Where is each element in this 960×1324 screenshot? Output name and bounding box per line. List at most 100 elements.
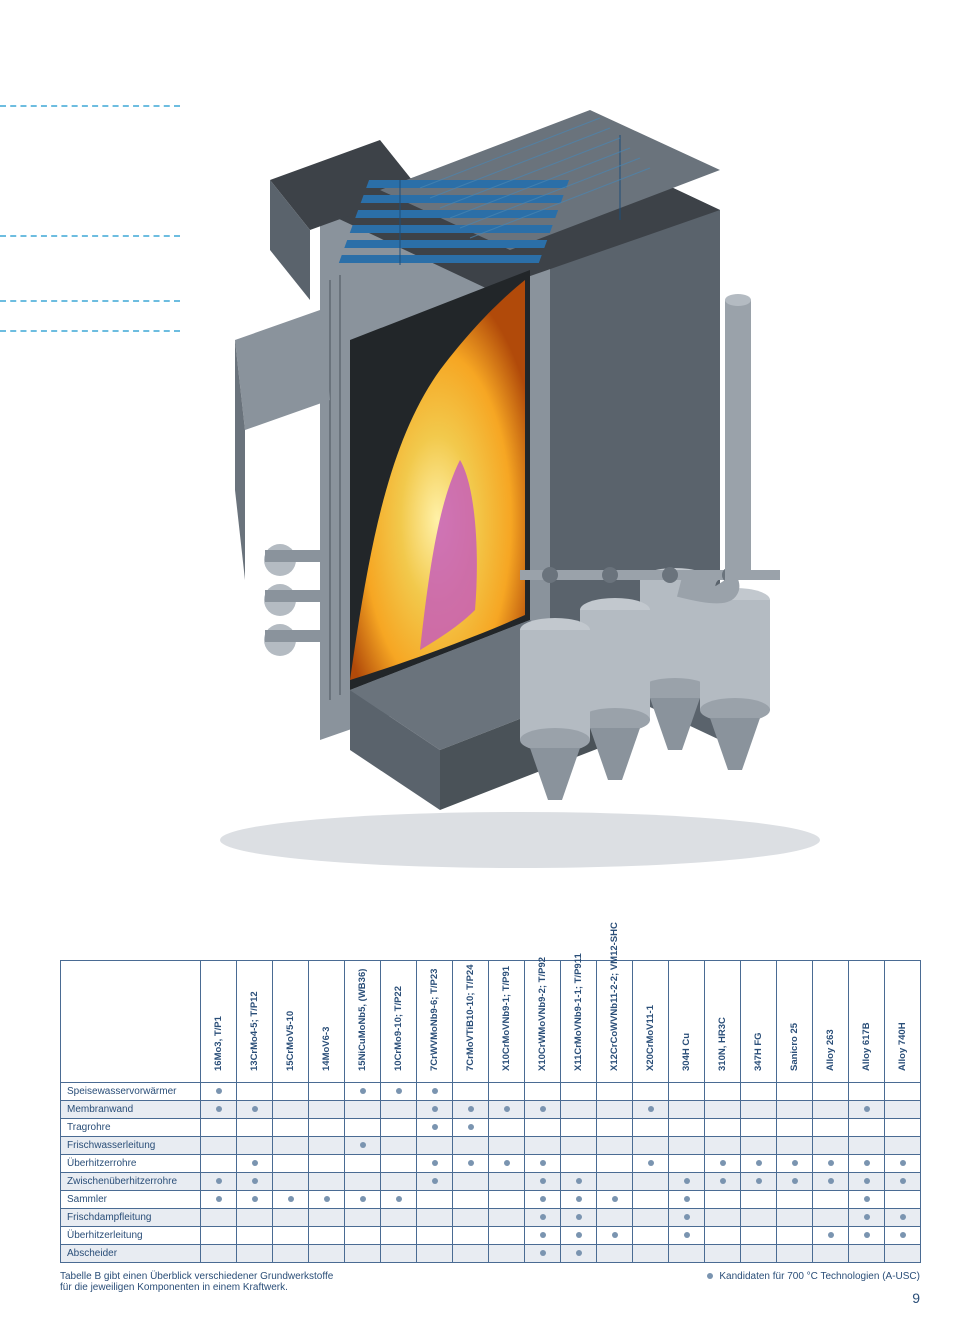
row-label: Speisewasservorwärmer xyxy=(61,1083,201,1101)
dot-icon xyxy=(540,1250,546,1256)
table-cell xyxy=(417,1155,453,1173)
column-header: Alloy 617B xyxy=(849,961,885,1083)
table-cell xyxy=(705,1191,741,1209)
dot-icon xyxy=(540,1196,546,1202)
table-cell xyxy=(813,1191,849,1209)
table-cell xyxy=(777,1191,813,1209)
table-cell xyxy=(777,1227,813,1245)
column-header-label: 304H Cu xyxy=(681,961,692,1071)
column-header-label: X10CrWMoVNb9-2; T/P92 xyxy=(537,961,548,1071)
dot-icon xyxy=(216,1106,222,1112)
table-cell xyxy=(777,1137,813,1155)
table-cell xyxy=(705,1245,741,1263)
table-cell xyxy=(849,1119,885,1137)
table-cell xyxy=(777,1209,813,1227)
dot-icon xyxy=(360,1196,366,1202)
dot-icon xyxy=(576,1178,582,1184)
dot-icon xyxy=(576,1196,582,1202)
table-cell xyxy=(489,1101,525,1119)
table-cell xyxy=(345,1119,381,1137)
table-cell xyxy=(561,1155,597,1173)
table-cell xyxy=(705,1173,741,1191)
table-cell xyxy=(597,1119,633,1137)
table-cell xyxy=(201,1191,237,1209)
table-cell xyxy=(489,1119,525,1137)
column-header: Alloy 263 xyxy=(813,961,849,1083)
table-cell xyxy=(525,1191,561,1209)
dot-icon xyxy=(576,1214,582,1220)
table-cell xyxy=(309,1155,345,1173)
table-row: Frischdampfleitung xyxy=(61,1209,921,1227)
page-number: 9 xyxy=(912,1290,920,1306)
table-row: Tragrohre xyxy=(61,1119,921,1137)
table-cell xyxy=(201,1173,237,1191)
dot-icon xyxy=(720,1178,726,1184)
table-row: Membranwand xyxy=(61,1101,921,1119)
table-cell xyxy=(489,1173,525,1191)
table-cell xyxy=(237,1155,273,1173)
table-cell xyxy=(705,1227,741,1245)
table-cell xyxy=(705,1155,741,1173)
table-cell xyxy=(633,1191,669,1209)
dot-icon xyxy=(540,1106,546,1112)
table-cell xyxy=(849,1173,885,1191)
table-cell xyxy=(201,1227,237,1245)
table-cell xyxy=(669,1173,705,1191)
table-cell xyxy=(813,1137,849,1155)
column-header: 7CrWVMoNb9-6; T/P23 xyxy=(417,961,453,1083)
table-cell xyxy=(489,1191,525,1209)
table-cell xyxy=(381,1191,417,1209)
table-cell xyxy=(885,1101,921,1119)
table-cell xyxy=(705,1137,741,1155)
column-header-label: 16Mo3, T/P1 xyxy=(213,961,224,1071)
column-header: X10CrWMoVNb9-2; T/P92 xyxy=(525,961,561,1083)
materials-table-wrap: 16Mo3, T/P113CrMo4-5; T/P1215CrMoV5-1014… xyxy=(60,960,920,1293)
table-cell xyxy=(777,1101,813,1119)
dot-icon xyxy=(864,1160,870,1166)
table-cell xyxy=(633,1083,669,1101)
column-header-label: X20CrMoV11-1 xyxy=(645,961,656,1071)
dot-icon xyxy=(648,1106,654,1112)
table-cell xyxy=(849,1209,885,1227)
table-cell xyxy=(201,1245,237,1263)
row-label: Tragrohre xyxy=(61,1119,201,1137)
table-cell xyxy=(633,1137,669,1155)
table-row: Zwischenüberhitzerrohre xyxy=(61,1173,921,1191)
table-cell xyxy=(381,1227,417,1245)
table-cell xyxy=(849,1137,885,1155)
table-cell xyxy=(453,1101,489,1119)
table-cell xyxy=(597,1173,633,1191)
table-cell xyxy=(741,1155,777,1173)
table-cell xyxy=(741,1227,777,1245)
column-header: 16Mo3, T/P1 xyxy=(201,961,237,1083)
table-cell xyxy=(633,1209,669,1227)
table-cell xyxy=(201,1209,237,1227)
table-cell xyxy=(273,1083,309,1101)
table-cell xyxy=(633,1173,669,1191)
table-cell xyxy=(561,1137,597,1155)
table-cell xyxy=(237,1191,273,1209)
column-header: 7CrMoVTiB10-10; T/P24 xyxy=(453,961,489,1083)
table-cell xyxy=(561,1209,597,1227)
table-cell xyxy=(237,1119,273,1137)
table-cell xyxy=(849,1083,885,1101)
table-cell xyxy=(597,1191,633,1209)
table-row: Speisewasservorwärmer xyxy=(61,1083,921,1101)
table-cell xyxy=(417,1173,453,1191)
table-cell xyxy=(885,1083,921,1101)
column-header-label: 10CrMo9-10; T/P22 xyxy=(393,961,404,1071)
row-label: Zwischenüberhitzerrohre xyxy=(61,1173,201,1191)
dot-icon xyxy=(612,1232,618,1238)
table-cell xyxy=(381,1245,417,1263)
table-cell xyxy=(309,1245,345,1263)
dot-icon xyxy=(684,1178,690,1184)
table-cell xyxy=(777,1155,813,1173)
table-cell xyxy=(597,1245,633,1263)
table-row: Abscheider xyxy=(61,1245,921,1263)
table-cell xyxy=(525,1173,561,1191)
table-cell xyxy=(597,1227,633,1245)
column-header-label: Alloy 740H xyxy=(897,961,908,1071)
table-cell xyxy=(237,1137,273,1155)
table-cell xyxy=(669,1083,705,1101)
table-cell xyxy=(561,1245,597,1263)
